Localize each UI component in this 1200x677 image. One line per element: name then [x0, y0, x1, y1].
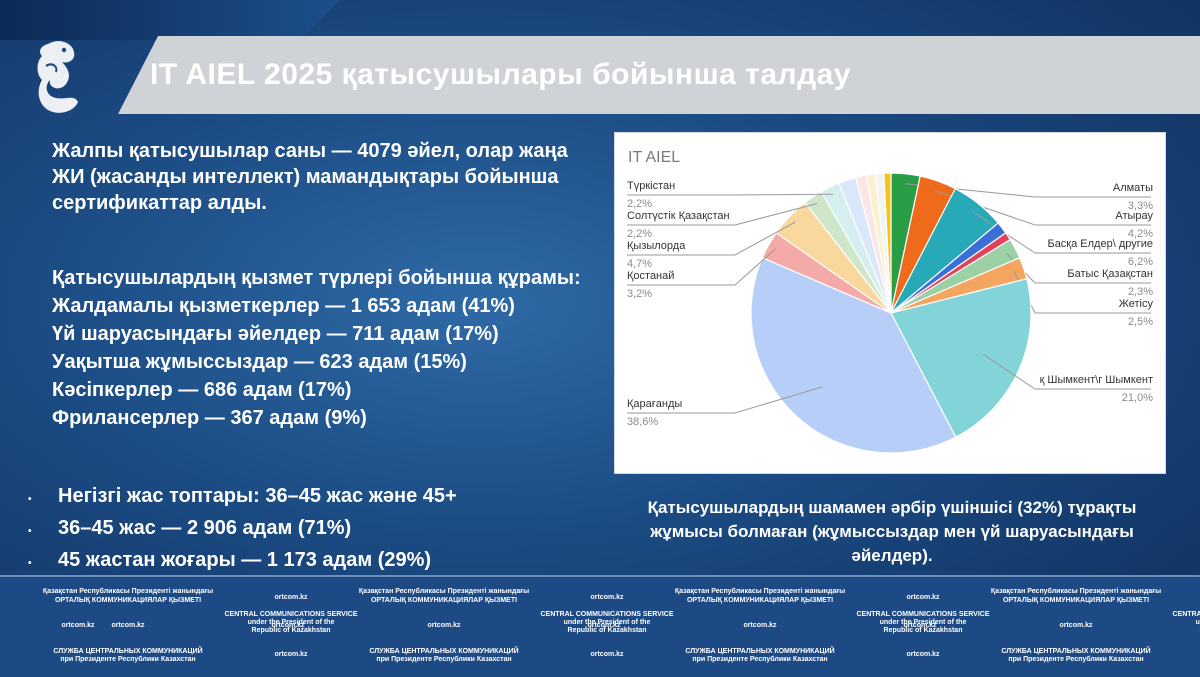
footer-site-text: ortcom.kz	[743, 622, 777, 629]
footer-en-text: under the President of the	[1196, 619, 1200, 626]
footer-kz-text: Қазақстан Республикасы Президенті жанынд…	[991, 587, 1161, 595]
slice-label: Атырау	[1115, 210, 1153, 222]
slice-label: Қызылорда	[627, 240, 686, 252]
footer-ru-text: СЛУЖБА ЦЕНТРАЛЬНЫХ КОММУНИКАЦИЙ	[1001, 646, 1150, 655]
footer-site-text: ortcom.kz	[906, 651, 940, 658]
footer-pattern: Қазақстан Республикасы Президенті жанынд…	[0, 577, 1200, 677]
slice-label: қ Шымкент\г Шымкент	[1040, 374, 1153, 386]
footer-kz-text: ОРТАЛЫҚ КОММУНИКАЦИЯЛАР ҚЫЗМЕТІ	[1003, 597, 1149, 604]
top-accent-band	[0, 0, 340, 40]
composition-block: Қатысушылардың қызмет түрлері бойынша құ…	[52, 264, 612, 432]
age-item: Негізгі жас топтары: 36–45 жас және 45+	[58, 482, 457, 510]
slice-label: Жетісу	[1119, 298, 1154, 310]
leader-line	[627, 194, 833, 195]
slice-value-label: 2,2%	[627, 198, 652, 210]
age-item: 36–45 жас — 2 906 адам (71%)	[58, 514, 351, 542]
slice-value-label: 3,2%	[627, 288, 652, 300]
footer-en-text: CENTRAL COMMUNICATIONS SERVICE	[224, 611, 357, 618]
page-title: IT AIEL 2025 қатысушылары бойынша талдау	[150, 36, 851, 114]
list-item: •36–45 жас — 2 906 адам (71%)	[28, 514, 588, 546]
slice-label: Түркістан	[627, 180, 675, 192]
slice-value-label: 2,3%	[1128, 286, 1153, 298]
footer-ru-text: при Президенте Республики Казахстан	[692, 655, 827, 663]
composition-item: Үй шаруасындағы әйелдер — 711 адам (17%)	[52, 320, 612, 348]
slice-label: Алматы	[1113, 182, 1153, 194]
composition-item: Кәсіпкерлер — 686 адам (17%)	[52, 376, 612, 404]
footer-site-text: ortcom.kz	[1059, 622, 1093, 629]
footer-kz-text: Қазақстан Республикасы Президенті жанынд…	[359, 587, 529, 595]
slice-value-label: 2,2%	[627, 228, 652, 240]
footer-ru-text: при Президенте Республики Казахстан	[376, 655, 511, 663]
title-band: IT AIEL 2025 қатысушылары бойынша талдау	[118, 36, 1200, 114]
composition-item: Фрилансерлер — 367 адам (9%)	[52, 404, 612, 432]
footer-band: Қазақстан Республикасы Президенті жанынд…	[0, 575, 1200, 677]
footer-site-text: ortcom.kz	[590, 651, 624, 658]
list-item: •45 жастан жоғары — 1 173 адам (29%)	[28, 546, 588, 578]
slice-label: Қостанай	[627, 270, 674, 282]
footer-site-text: ortcom.kz	[274, 594, 308, 601]
slice-value-label: 2,5%	[1128, 316, 1153, 328]
slice-label: Басқа Елдер\ другие	[1047, 238, 1153, 250]
slice-label: Батыс Қазақстан	[1067, 268, 1153, 280]
footer-ru-text: СЛУЖБА ЦЕНТРАЛЬНЫХ КОММУНИКАЦИЙ	[53, 646, 202, 655]
summary-note: Қатысушылардың шамамен әрбір үшіншісі (3…	[622, 496, 1162, 568]
footer-ru-text: СЛУЖБА ЦЕНТРАЛЬНЫХ КОММУНИКАЦИЙ	[685, 646, 834, 655]
slice-label: Солтүстік Қазақстан	[627, 210, 730, 222]
footer-kz-text: ОРТАЛЫҚ КОММУНИКАЦИЯЛАР ҚЫЗМЕТІ	[55, 597, 201, 604]
footer-site-text: ortcom.kz	[111, 622, 145, 629]
footer-site-text: ortcom.kz	[274, 651, 308, 658]
footer-ru-text: при Президенте Республики Казахстан	[60, 655, 195, 663]
bullet-icon: •	[28, 518, 58, 546]
intro-text: Жалпы қатысушылар саны — 4079 әйел, олар…	[52, 138, 572, 216]
bullet-icon: •	[28, 486, 58, 514]
slice-label: Қарағанды	[627, 398, 682, 410]
footer-site-text: ortcom.kz	[903, 622, 937, 629]
bullet-icon: •	[28, 550, 58, 578]
composition-item: Уақытша жұмыссыздар — 623 адам (15%)	[52, 348, 612, 376]
footer-en-text: CENTRAL COMMUNICATIONS SERVICE	[856, 611, 989, 618]
footer-site-text: ortcom.kz	[590, 594, 624, 601]
age-groups-list: •Негізгі жас топтары: 36–45 жас және 45+…	[28, 482, 588, 578]
footer-site-text: ortcom.kz	[906, 594, 940, 601]
footer-site-text: ortcom.kz	[587, 622, 621, 629]
ortcom-logo-icon	[28, 38, 84, 118]
age-item: 45 жастан жоғары — 1 173 адам (29%)	[58, 546, 431, 574]
composition-heading: Қатысушылардың қызмет түрлері бойынша құ…	[52, 264, 612, 292]
slice-value-label: 4,7%	[627, 258, 652, 270]
footer-kz-text: ОРТАЛЫҚ КОММУНИКАЦИЯЛАР ҚЫЗМЕТІ	[687, 597, 833, 604]
list-item: •Негізгі жас топтары: 36–45 жас және 45+	[28, 482, 588, 514]
footer-en-text: CENTRAL COMMUNICATIONS SERVICE	[540, 611, 673, 618]
footer-kz-text: Қазақстан Республикасы Президенті жанынд…	[675, 587, 845, 595]
footer-site-text: ortcom.kz	[271, 622, 305, 629]
footer-ru-text: при Президенте Республики Казахстан	[1008, 655, 1143, 663]
footer-kz-text: Қазақстан Республикасы Президенті жанынд…	[43, 587, 213, 595]
footer-ru-text: СЛУЖБА ЦЕНТРАЛЬНЫХ КОММУНИКАЦИЙ	[369, 646, 518, 655]
footer-en-text: CENTRAL COMMUNICATIONS SERVICE	[1172, 611, 1200, 618]
slice-value-label: 38,6%	[627, 416, 658, 428]
composition-item: Жалдамалы қызметкерлер — 1 653 адам (41%…	[52, 292, 612, 320]
footer-site-text: ortcom.kz	[61, 622, 95, 629]
slice-value-label: 21,0%	[1122, 392, 1153, 404]
footer-kz-text: ОРТАЛЫҚ КОММУНИКАЦИЯЛАР ҚЫЗМЕТІ	[371, 597, 517, 604]
slice-value-label: 6,2%	[1128, 256, 1153, 268]
footer-site-text: ortcom.kz	[427, 622, 461, 629]
